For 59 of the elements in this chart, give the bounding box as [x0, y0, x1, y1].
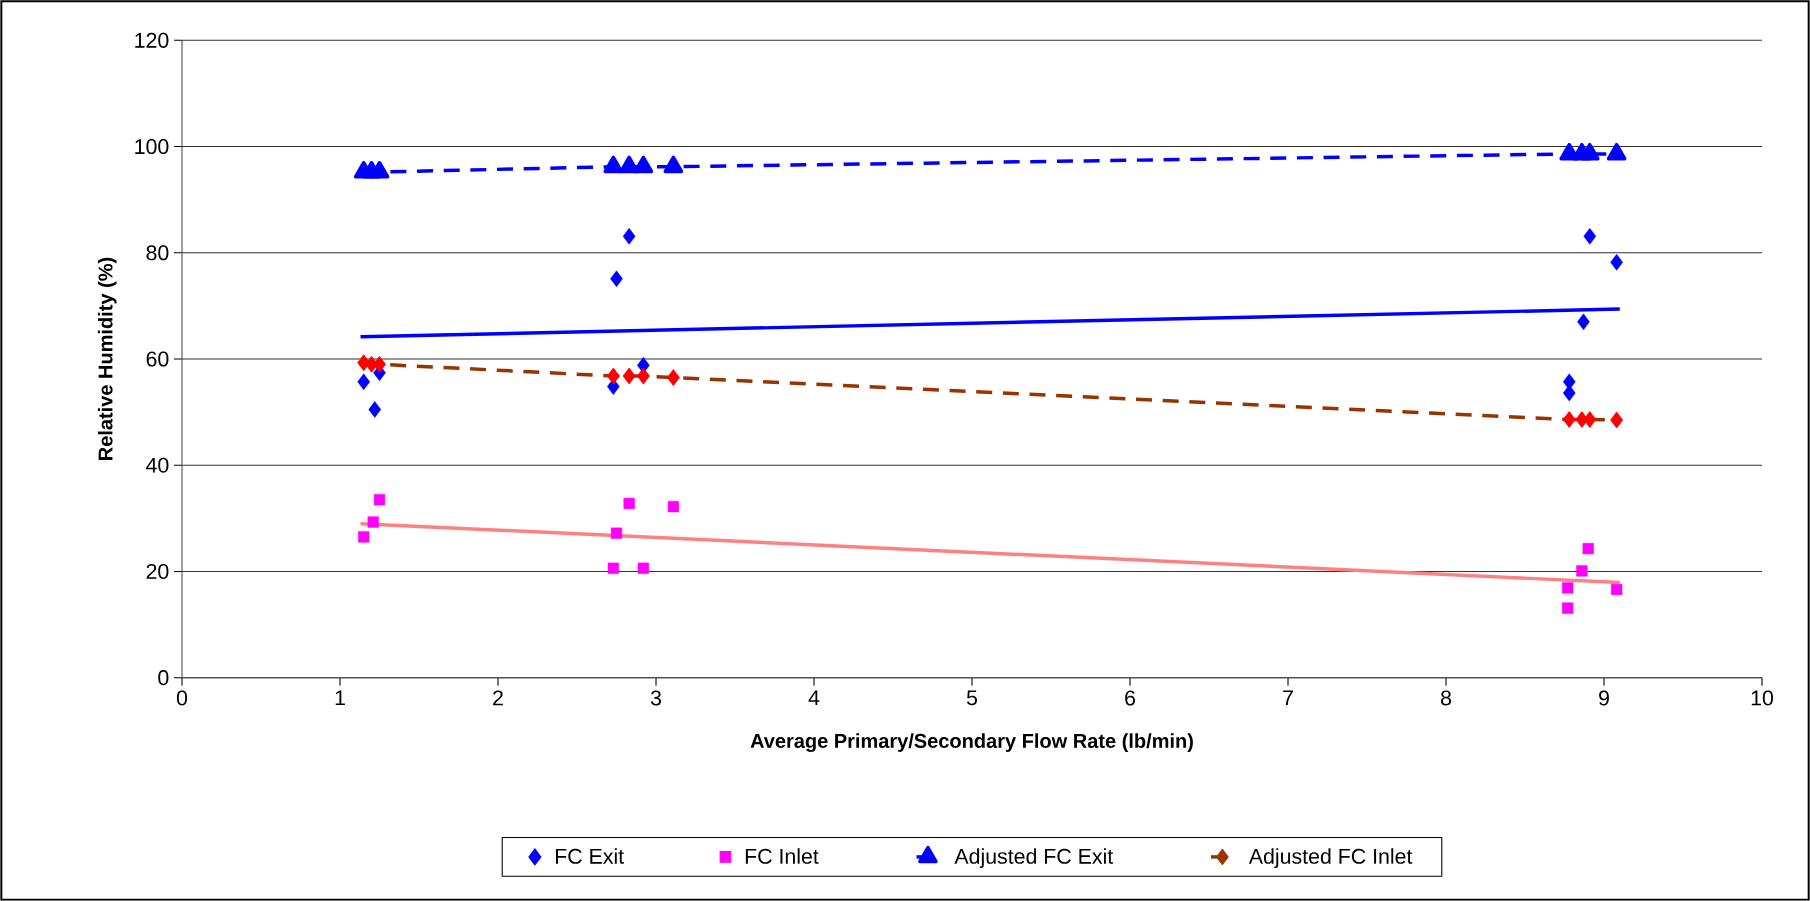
point: [1582, 543, 1594, 555]
point: [603, 155, 624, 174]
point: [369, 160, 390, 179]
x-tick-label: 0: [176, 690, 188, 706]
x-tick-label: 4: [808, 690, 820, 706]
point: [636, 367, 650, 385]
point: [1610, 254, 1623, 271]
legend-label: Adjusted FC Exit: [954, 848, 1114, 869]
y-tick-label: 80: [146, 245, 169, 261]
point: [1610, 411, 1624, 429]
y-axis-title: Relative Humidity (%): [97, 257, 117, 460]
point: [1579, 142, 1600, 161]
legend-label: FC Exit: [555, 848, 624, 864]
y-tick-label: 40: [146, 457, 169, 473]
point: [610, 527, 623, 539]
x-tick-label: 2: [493, 690, 503, 706]
y-tick-label: 20: [146, 563, 169, 579]
point: [373, 494, 386, 506]
y-tick-label: 60: [146, 351, 169, 367]
point: [1583, 228, 1597, 245]
x-tick-label: 3: [650, 690, 661, 706]
point: [607, 562, 619, 574]
point: [622, 367, 636, 385]
point: [357, 373, 370, 391]
point: [622, 228, 636, 245]
point: [610, 270, 623, 288]
point: [1577, 313, 1590, 331]
y-tick-label: 100: [135, 139, 169, 155]
x-tick-label: 7: [1283, 690, 1293, 706]
point: [367, 516, 379, 528]
x-tick-label: 10: [1751, 690, 1774, 706]
x-tick-label: 5: [966, 690, 978, 706]
point: [633, 155, 654, 174]
point: [1611, 583, 1623, 596]
legend-label: Adjusted FC Inlet: [1248, 848, 1413, 869]
x-tick-label: 9: [1599, 690, 1609, 706]
point: [1562, 582, 1574, 594]
point: [606, 367, 620, 385]
x-tick-label: 8: [1441, 690, 1452, 706]
point: [619, 155, 639, 174]
y-tick-label: 0: [158, 670, 169, 686]
point: [1606, 142, 1627, 161]
point: [373, 355, 386, 373]
legend-label: FC Inlet: [745, 848, 819, 864]
point: [667, 501, 679, 513]
y-tick-label: 120: [135, 32, 169, 48]
point: [1562, 411, 1576, 428]
x-tick-label: 6: [1125, 690, 1135, 706]
point: [637, 562, 649, 574]
point: [663, 155, 684, 174]
x-tick-label: 1: [335, 690, 345, 706]
point: [666, 369, 680, 386]
point: [623, 497, 635, 510]
point: [1583, 411, 1597, 428]
point: [1562, 602, 1574, 614]
point: [1576, 565, 1588, 577]
point: [358, 531, 370, 543]
x-axis-title: Average Primary/Secondary Flow Rate (lb/min): [750, 733, 1193, 753]
point: [368, 401, 382, 418]
